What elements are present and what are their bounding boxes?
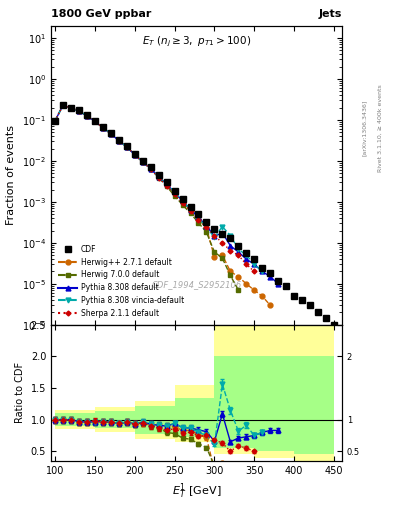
Text: [arXiv:1306.3436]: [arXiv:1306.3436] [362, 100, 367, 156]
CDF [61, 102, 65, 108]
CDF [276, 278, 281, 284]
CDF [164, 179, 169, 185]
CDF [101, 124, 105, 130]
CDF [260, 264, 264, 270]
Y-axis label: Ratio to CDF: Ratio to CDF [15, 362, 25, 423]
CDF [125, 143, 129, 149]
CDF [252, 256, 257, 262]
CDF [132, 151, 137, 157]
CDF [284, 283, 288, 289]
CDF [236, 243, 241, 249]
CDF [140, 158, 145, 164]
Text: 1800 GeV ppbar: 1800 GeV ppbar [51, 9, 151, 19]
CDF [196, 211, 201, 217]
CDF [69, 105, 73, 111]
CDF [108, 130, 113, 136]
Text: Rivet 3.1.10, ≥ 400k events: Rivet 3.1.10, ≥ 400k events [377, 84, 382, 172]
Text: $E_T\ (n_j \geq 3,\ p_{T1} > 100)$: $E_T\ (n_j \geq 3,\ p_{T1} > 100)$ [142, 35, 251, 49]
CDF [172, 188, 177, 195]
Y-axis label: Fraction of events: Fraction of events [6, 125, 17, 225]
Text: CDF_1994_S2952106: CDF_1994_S2952106 [151, 280, 242, 289]
CDF [332, 322, 336, 328]
CDF [204, 219, 209, 225]
Legend: CDF, Herwig++ 2.7.1 default, Herwig 7.0.0 default, Pythia 8.308 default, Pythia : CDF, Herwig++ 2.7.1 default, Herwig 7.0.… [55, 242, 187, 321]
CDF [180, 196, 185, 202]
CDF [53, 118, 57, 124]
Text: Jets: Jets [319, 9, 342, 19]
CDF [93, 118, 97, 124]
CDF [316, 309, 320, 315]
CDF [156, 172, 161, 178]
CDF [188, 204, 193, 210]
Line: CDF: CDF [52, 102, 337, 328]
CDF [228, 235, 233, 241]
CDF [77, 108, 81, 114]
CDF [148, 164, 153, 170]
CDF [244, 250, 249, 257]
CDF [84, 112, 89, 118]
CDF [220, 231, 225, 238]
CDF [323, 314, 328, 321]
CDF [300, 297, 305, 303]
X-axis label: $E_T^1$ [GeV]: $E_T^1$ [GeV] [172, 481, 221, 501]
CDF [268, 270, 273, 276]
CDF [308, 302, 312, 308]
CDF [292, 293, 296, 299]
CDF [212, 226, 217, 232]
CDF [116, 137, 121, 143]
